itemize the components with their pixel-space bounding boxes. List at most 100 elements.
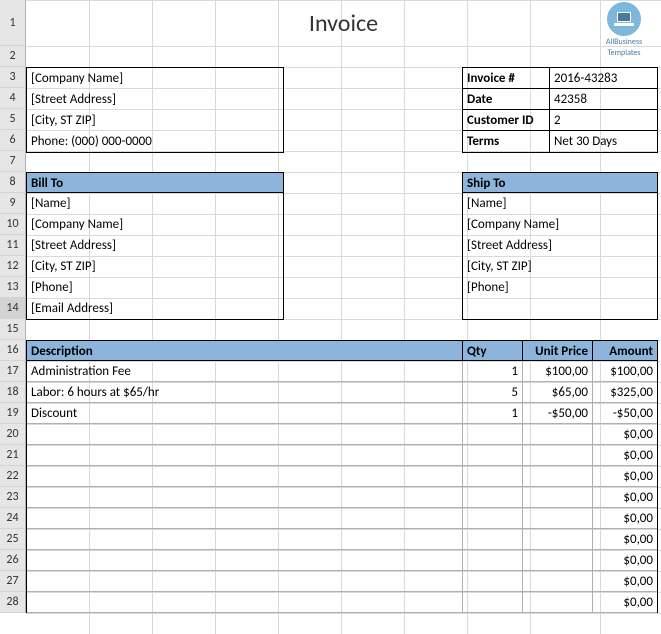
shipto-row[interactable]: [City, ST ZIP] (463, 256, 657, 277)
row-header[interactable]: 7 (0, 151, 26, 172)
item-cell-amount[interactable]: $0,00 (593, 508, 657, 528)
row-header[interactable]: 21 (0, 445, 26, 466)
row-header[interactable]: 17 (0, 361, 26, 382)
item-cell-qty[interactable] (463, 529, 523, 549)
item-cell-unit[interactable] (523, 466, 593, 486)
company-phone[interactable]: Phone: (000) 000-0000 (27, 131, 283, 152)
row-header[interactable]: 19 (0, 403, 26, 424)
row-header[interactable]: 13 (0, 277, 26, 298)
item-cell-unit[interactable]: -$50,00 (523, 403, 593, 423)
billto-row[interactable]: [Company Name] (27, 214, 283, 235)
item-cell-desc[interactable] (27, 592, 463, 612)
item-cell-amount[interactable]: $0,00 (593, 571, 657, 591)
item-cell-qty[interactable] (463, 571, 523, 591)
row-header[interactable]: 24 (0, 508, 26, 529)
row-header[interactable]: 1 (0, 0, 26, 46)
item-cell-unit[interactable]: $65,00 (523, 382, 593, 402)
company-city[interactable]: [City, ST ZIP] (27, 110, 283, 131)
item-cell-desc[interactable]: Administration Fee (27, 361, 463, 381)
row-header[interactable]: 16 (0, 340, 26, 361)
row-header[interactable]: 2 (0, 46, 26, 67)
row-header[interactable]: 10 (0, 214, 26, 235)
row-header[interactable]: 28 (0, 592, 26, 613)
meta-value-date[interactable]: 42358 (550, 89, 657, 110)
item-cell-qty[interactable] (463, 424, 523, 444)
shipto-row[interactable]: [Street Address] (463, 235, 657, 256)
table-row[interactable]: $0,00 (27, 592, 657, 613)
shipto-body[interactable]: [Name][Company Name][Street Address][Cit… (462, 193, 658, 320)
shipto-row[interactable]: [Phone] (463, 277, 657, 298)
table-row[interactable]: $0,00 (27, 508, 657, 529)
row-header[interactable]: 6 (0, 130, 26, 151)
item-cell-unit[interactable] (523, 571, 593, 591)
table-row[interactable]: Discount1-$50,00-$50,00 (27, 403, 657, 424)
row-header[interactable]: 11 (0, 235, 26, 256)
table-row[interactable]: $0,00 (27, 550, 657, 571)
item-cell-desc[interactable] (27, 487, 463, 507)
billto-row[interactable]: [Email Address] (27, 298, 283, 319)
items-body[interactable]: Administration Fee1$100,00$100,00Labor: … (26, 361, 658, 613)
item-cell-amount[interactable]: $0,00 (593, 445, 657, 465)
item-cell-unit[interactable] (523, 529, 593, 549)
item-cell-amount[interactable]: -$50,00 (593, 403, 657, 423)
item-cell-amount[interactable]: $100,00 (593, 361, 657, 381)
row-header[interactable]: 20 (0, 424, 26, 445)
row-header[interactable]: 18 (0, 382, 26, 403)
item-cell-desc[interactable] (27, 550, 463, 570)
item-cell-unit[interactable] (523, 550, 593, 570)
row-header[interactable]: 12 (0, 256, 26, 277)
item-cell-unit[interactable] (523, 424, 593, 444)
row-header[interactable]: 22 (0, 466, 26, 487)
item-cell-unit[interactable] (523, 592, 593, 612)
item-cell-desc[interactable] (27, 508, 463, 528)
company-name[interactable]: [Company Name] (27, 68, 283, 89)
item-cell-desc[interactable] (27, 445, 463, 465)
billto-row[interactable]: [City, ST ZIP] (27, 256, 283, 277)
item-cell-qty[interactable] (463, 466, 523, 486)
billto-body[interactable]: [Name][Company Name][Street Address][Cit… (26, 193, 284, 320)
row-header[interactable]: 8 (0, 172, 26, 193)
shipto-row[interactable] (463, 298, 657, 319)
row-header[interactable]: 27 (0, 571, 26, 592)
item-cell-amount[interactable]: $0,00 (593, 529, 657, 549)
item-cell-amount[interactable]: $0,00 (593, 592, 657, 612)
billto-row[interactable]: [Name] (27, 193, 283, 214)
table-row[interactable]: $0,00 (27, 466, 657, 487)
billto-row[interactable]: [Street Address] (27, 235, 283, 256)
item-cell-qty[interactable] (463, 445, 523, 465)
row-header[interactable]: 5 (0, 109, 26, 130)
item-cell-amount[interactable]: $0,00 (593, 466, 657, 486)
row-header[interactable]: 15 (0, 319, 26, 340)
table-row[interactable]: $0,00 (27, 529, 657, 550)
row-header[interactable]: 14 (0, 298, 26, 319)
meta-value-customer[interactable]: 2 (550, 110, 657, 131)
item-cell-unit[interactable] (523, 487, 593, 507)
table-row[interactable]: Administration Fee1$100,00$100,00 (27, 361, 657, 382)
item-cell-amount[interactable]: $0,00 (593, 550, 657, 570)
item-cell-amount[interactable]: $325,00 (593, 382, 657, 402)
row-header[interactable]: 4 (0, 88, 26, 109)
item-cell-desc[interactable]: Discount (27, 403, 463, 423)
item-cell-qty[interactable]: 1 (463, 361, 523, 381)
row-header[interactable]: 9 (0, 193, 26, 214)
item-cell-unit[interactable] (523, 445, 593, 465)
item-cell-desc[interactable] (27, 529, 463, 549)
item-cell-qty[interactable]: 5 (463, 382, 523, 402)
company-street[interactable]: [Street Address] (27, 89, 283, 110)
row-header[interactable]: 26 (0, 550, 26, 571)
item-cell-amount[interactable]: $0,00 (593, 487, 657, 507)
row-header[interactable]: 23 (0, 487, 26, 508)
row-header[interactable]: 25 (0, 529, 26, 550)
shipto-row[interactable]: [Company Name] (463, 214, 657, 235)
row-header[interactable]: 3 (0, 67, 26, 88)
item-cell-unit[interactable]: $100,00 (523, 361, 593, 381)
table-row[interactable]: $0,00 (27, 424, 657, 445)
table-row[interactable]: $0,00 (27, 487, 657, 508)
item-cell-unit[interactable] (523, 508, 593, 528)
table-row[interactable]: Labor: 6 hours at $65/hr5$65,00$325,00 (27, 382, 657, 403)
item-cell-qty[interactable] (463, 550, 523, 570)
item-cell-qty[interactable] (463, 508, 523, 528)
item-cell-desc[interactable] (27, 466, 463, 486)
item-cell-desc[interactable]: Labor: 6 hours at $65/hr (27, 382, 463, 402)
company-box[interactable]: [Company Name] [Street Address] [City, S… (26, 67, 284, 153)
